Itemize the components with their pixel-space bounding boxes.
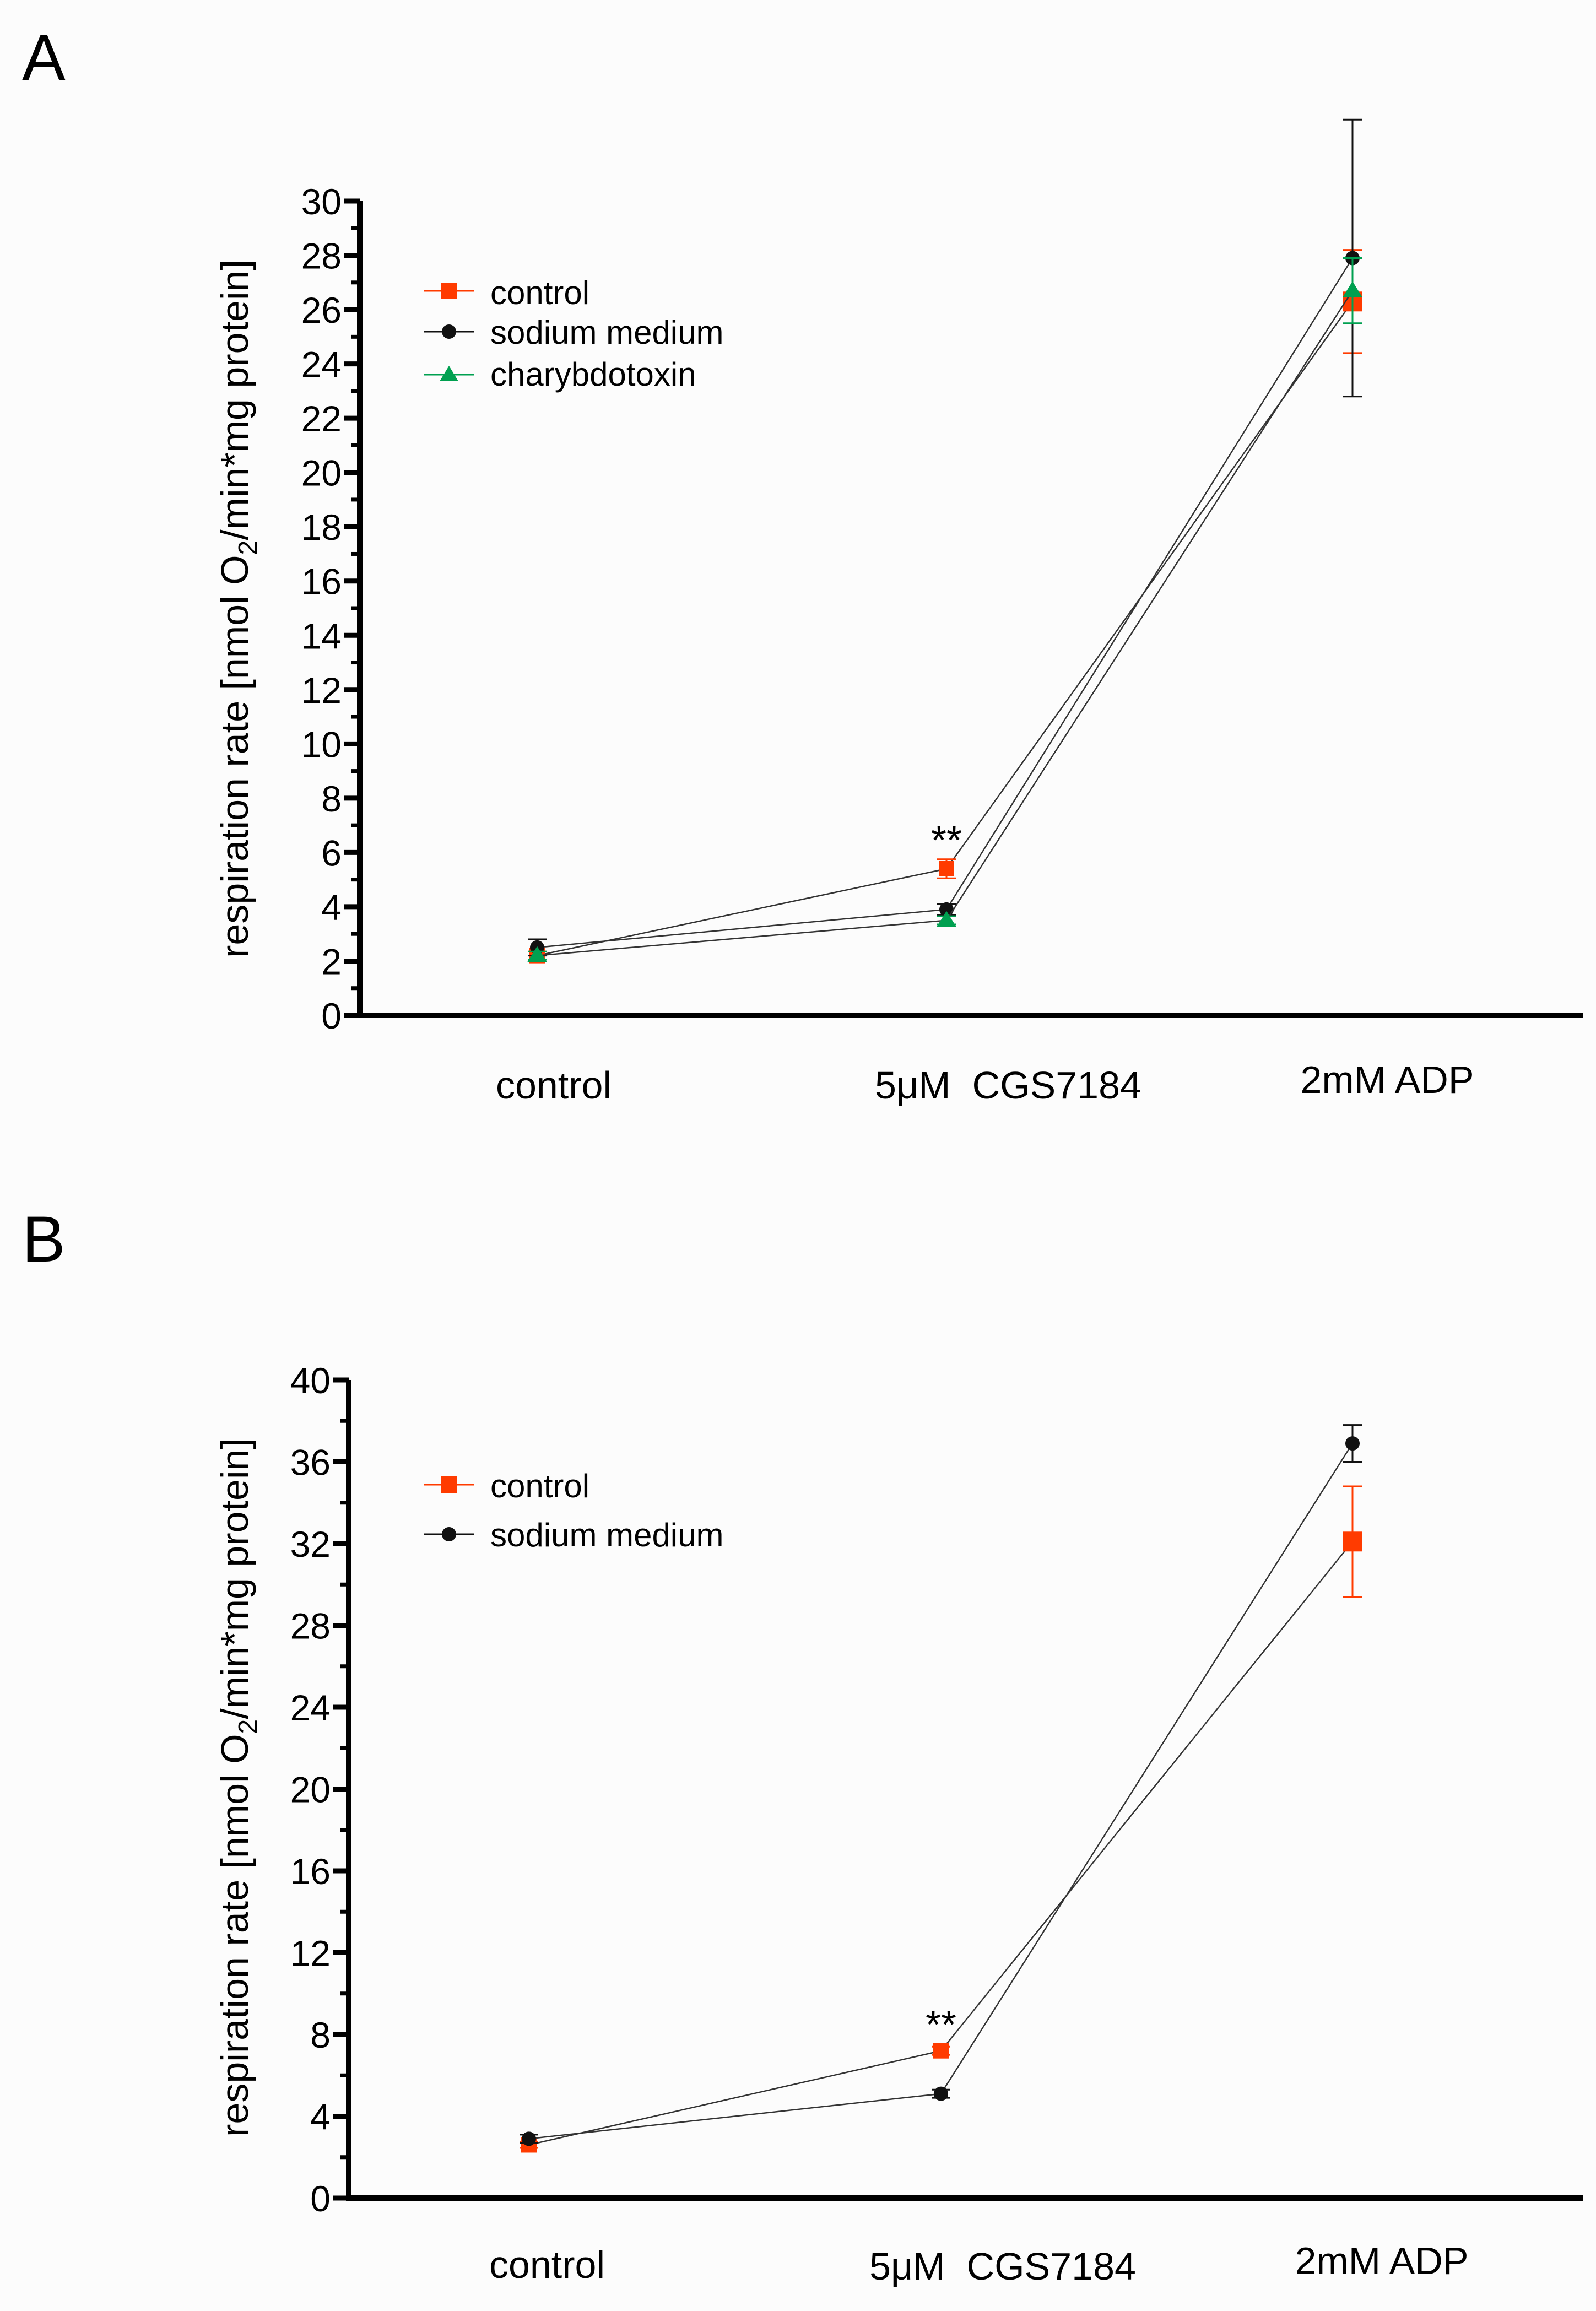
y-tick-label: 24 (290, 1687, 331, 1728)
panel-a-x-label-control: control (496, 1064, 612, 1107)
y-tick-label: 4 (310, 2097, 331, 2137)
y-tick-label: 28 (301, 236, 342, 277)
y-tick-label: 40 (290, 1360, 331, 1401)
y-tick-label: 20 (290, 1769, 331, 1810)
y-tick-label: 24 (301, 344, 342, 385)
panel-a-y-label-main: respiration rate [nmol O (213, 555, 256, 957)
svg-text:respiration rate [nmol O2/min*: respiration rate [nmol O2/min*mg protein… (213, 1438, 263, 2137)
panel-b-x-label-control: control (489, 2243, 605, 2286)
panel-b-y-label-tail: /min*mg protein] (213, 1438, 256, 1719)
panel-a-x-label-adp: 2mM ADP (1300, 1058, 1474, 1101)
panel-b-label: B (22, 1203, 66, 1276)
panel-a-legend-control: control (424, 274, 589, 311)
panel-b: B respiration rate [nmol O2/min*mg prote… (22, 1203, 1583, 2288)
legend-label: sodium medium (490, 1517, 724, 1554)
panel-b-series (520, 1424, 1362, 2153)
y-tick-label: 14 (301, 615, 342, 656)
y-tick-label: 16 (290, 1851, 331, 1892)
data-point-charybdotoxin (527, 946, 547, 962)
data-point-charybdotoxin (1343, 281, 1362, 297)
legend-label: sodium medium (490, 314, 724, 351)
panel-b-y-axis-label: respiration rate [nmol O2/min*mg protein… (213, 1438, 263, 2137)
data-point-control (1343, 1531, 1362, 1552)
y-tick-label: 28 (290, 1606, 331, 1647)
data-point-sodium-medium (939, 902, 954, 917)
y-tick-label: 12 (290, 1933, 331, 1974)
panel-a-legend-charybdotoxin: charybdotoxin (424, 356, 696, 393)
panel-b-x-label-cgs7184: 5μM CGS7184 (869, 2245, 1136, 2288)
legend-square-marker-icon (441, 1476, 457, 1493)
y-tick-label: 2 (321, 941, 342, 982)
y-tick-label: 8 (310, 2015, 331, 2055)
panel-a-y-axis-label: respiration rate [nmol O2/min*mg protein… (213, 259, 263, 958)
panel-a: A respiration rate [nmol O2/min*mg prote… (22, 21, 1583, 1107)
y-tick-label: 4 (321, 887, 342, 928)
panel-a-legend: control sodium medium charybdotoxin (424, 274, 724, 393)
data-point-sodium-medium (522, 2131, 536, 2146)
data-point-control (933, 2043, 949, 2059)
legend-square-marker-icon (441, 283, 457, 299)
legend-triangle-marker-icon (440, 366, 458, 381)
y-tick-label: 22 (301, 398, 342, 439)
panel-b-legend-sodium-medium: sodium medium (424, 1517, 724, 1554)
legend-circle-marker-icon (442, 1527, 456, 1541)
panel-a-series (527, 118, 1362, 964)
data-point-control (939, 860, 954, 876)
y-tick-label: 0 (310, 2178, 331, 2219)
data-point-sodium-medium (1345, 1436, 1360, 1451)
data-point-charybdotoxin (937, 911, 956, 927)
legend-label: control (490, 274, 589, 311)
panel-b-legend: control sodium medium (424, 1468, 724, 1554)
y-tick-label: 0 (321, 995, 342, 1036)
panel-b-y-label-sub: 2 (234, 1719, 263, 1734)
y-tick-label: 30 (301, 181, 342, 222)
y-tick-label: 8 (321, 778, 342, 819)
panel-b-x-label-adp: 2mM ADP (1295, 2239, 1468, 2282)
panel-b-legend-control: control (424, 1468, 589, 1504)
legend-label: control (490, 1468, 589, 1504)
y-tick-label: 16 (301, 561, 342, 602)
panel-a-y-label-sub: 2 (234, 540, 263, 555)
legend-circle-marker-icon (442, 324, 456, 339)
data-point-sodium-medium (934, 2086, 948, 2101)
panel-b-y-ticks: 0 4 8 12 16 20 24 28 32 36 40 (290, 1360, 349, 2219)
panel-b-annotation: ** (926, 2003, 956, 2047)
panel-a-x-label-cgs7184: 5μM CGS7184 (875, 1064, 1141, 1107)
panel-a-annotation: ** (931, 819, 962, 863)
legend-label: charybdotoxin (490, 356, 696, 393)
y-tick-label: 18 (301, 507, 342, 548)
panel-a-legend-sodium-medium: sodium medium (424, 314, 724, 351)
y-tick-label: 10 (301, 724, 342, 765)
y-tick-label: 36 (290, 1442, 331, 1483)
y-tick-label: 20 (301, 453, 342, 494)
y-tick-label: 26 (301, 290, 342, 331)
panel-a-y-label-tail: /min*mg protein] (213, 259, 256, 540)
panel-b-y-label-main: respiration rate [nmol O (213, 1734, 256, 2136)
y-tick-label: 12 (301, 670, 342, 711)
y-tick-label: 32 (290, 1524, 331, 1565)
svg-text:respiration rate [nmol O2/min*: respiration rate [nmol O2/min*mg protein… (213, 259, 263, 958)
y-tick-label: 6 (321, 832, 342, 873)
panel-a-label: A (22, 21, 66, 94)
